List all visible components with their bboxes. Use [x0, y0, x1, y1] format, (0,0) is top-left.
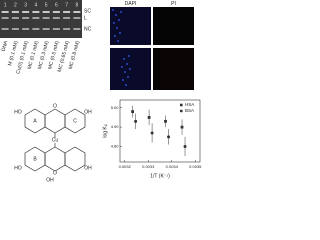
gel-band [32, 11, 40, 13]
gel-band [1, 28, 9, 30]
nucleus [120, 11, 122, 13]
gel-band [32, 28, 40, 30]
gel-band [22, 17, 30, 19]
lane-number: 4 [34, 2, 37, 8]
gel-band [52, 17, 60, 19]
x-tick-label: 0.0032 [119, 164, 132, 169]
nucleus [112, 9, 114, 11]
channel-label: PI [171, 1, 176, 7]
lane-number: 1 [4, 2, 7, 8]
structure-label: OH [84, 109, 92, 115]
nucleus [123, 58, 125, 60]
gel-band [52, 28, 60, 30]
point [183, 145, 187, 148]
nucleus [122, 79, 124, 81]
gel-band [73, 28, 81, 30]
nucleus [113, 22, 115, 24]
structure-label: B [33, 156, 37, 162]
nucleus [116, 27, 118, 29]
lane-number: 6 [55, 2, 58, 8]
lane-number: 3 [24, 2, 27, 8]
gel-band [73, 17, 81, 19]
lane-number: 5 [45, 2, 48, 8]
channel-label: DAPI [125, 1, 137, 7]
gel-band [11, 28, 19, 30]
y-axis-label: log Kᵦ [102, 124, 108, 137]
legend-marker [179, 109, 183, 113]
nucleus [118, 19, 120, 21]
gel-band [63, 11, 71, 13]
nucleus [129, 68, 131, 70]
gel-band [22, 11, 30, 13]
nucleus [117, 40, 119, 42]
nucleus [114, 35, 116, 37]
nucleus [119, 32, 121, 34]
x-tick-label: 0.0033 [142, 164, 155, 169]
nucleus [126, 63, 128, 65]
x-tick-label: 0.0035 [189, 164, 202, 169]
legend-label: HSA [185, 102, 194, 107]
structure-label: A [33, 118, 37, 124]
dapi-image-top [110, 7, 151, 45]
gel-band [22, 28, 30, 30]
point [147, 116, 151, 119]
nucleus [127, 76, 129, 78]
pi-image-top [153, 7, 194, 45]
nucleus [128, 55, 130, 57]
point [167, 135, 171, 139]
nucleus [124, 71, 126, 73]
point [164, 119, 167, 123]
gel-band [73, 11, 81, 13]
lane-number: 2 [14, 2, 17, 8]
structure-label: O [53, 103, 57, 109]
point [180, 125, 184, 129]
plot-frame [119, 99, 201, 163]
nucleus [121, 66, 123, 68]
structure-label: C [73, 118, 77, 124]
point [150, 131, 154, 135]
point [131, 110, 135, 114]
gel-band [11, 17, 19, 19]
nucleus [125, 84, 127, 86]
legend-marker [180, 103, 183, 107]
band-label: NC [84, 26, 92, 32]
structure-label: Cu [52, 137, 59, 143]
structure-label: OH [84, 165, 92, 171]
lane-number: 8 [75, 2, 78, 8]
structure-label: HO [14, 165, 22, 171]
gel-band [1, 11, 9, 13]
chemical-structure [24, 108, 86, 172]
gel-band [63, 28, 71, 30]
structure-label: OH [46, 177, 54, 183]
band-label: L [84, 15, 87, 21]
y-tick-label: 4.90 [111, 124, 120, 129]
structure-label: O [53, 170, 57, 176]
gel-band [52, 11, 60, 13]
band-label: SC [84, 8, 91, 14]
gel-band [42, 17, 50, 19]
gel-band [32, 17, 40, 19]
lane-label: DNA [1, 40, 10, 52]
gel-band [63, 17, 71, 19]
y-tick-label: 5.00 [111, 105, 120, 110]
lane-number: 7 [65, 2, 68, 8]
gel-band [11, 11, 19, 13]
x-tick-label: 0.0034 [166, 164, 179, 169]
y-tick-label: 4.80 [111, 144, 120, 149]
pi-image-bottom [153, 48, 194, 90]
legend-label: BSA [185, 108, 194, 113]
structure-label: HO [14, 109, 22, 115]
gel-band [42, 28, 50, 30]
gel-band [42, 11, 50, 13]
x-axis-label: 1/T (K⁻¹) [150, 173, 170, 179]
point [134, 119, 138, 123]
nucleus [115, 14, 117, 16]
gel-band [1, 17, 9, 19]
